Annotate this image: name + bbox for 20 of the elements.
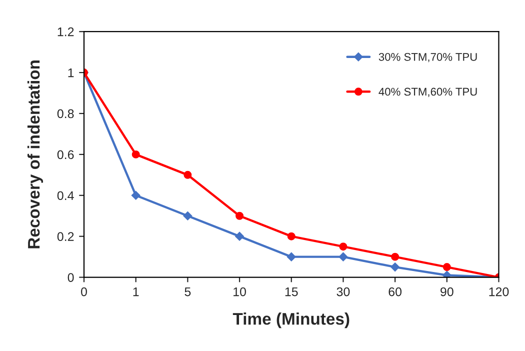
x-axis-title: Time (Minutes) xyxy=(232,312,350,328)
x-tick-label: 60 xyxy=(388,287,402,296)
x-tick-label: 120 xyxy=(489,287,509,296)
y-tick-label: 0.6 xyxy=(57,150,74,160)
legend-label: 40% STM,60% TPU xyxy=(378,88,477,97)
y-tick-label: 0 xyxy=(68,273,74,282)
y-tick-label: 0.8 xyxy=(57,109,74,118)
y-tick-label: 0.2 xyxy=(57,232,74,241)
y-tick-label: 1 xyxy=(68,68,74,78)
y-tick-label: 1.2 xyxy=(58,27,74,36)
x-tick-label: 15 xyxy=(285,287,298,296)
x-tick-label: 5 xyxy=(184,287,191,296)
y-tick-label: 0.4 xyxy=(57,191,74,200)
x-tick-label: 0 xyxy=(81,287,87,296)
x-tick-label: 30 xyxy=(336,287,350,296)
legend-label: 30% STM,70% TPU xyxy=(378,52,477,62)
x-tick-label: 90 xyxy=(440,287,454,296)
x-tick-label: 10 xyxy=(234,287,246,296)
x-tick-label: 1 xyxy=(133,287,139,296)
y-axis-title: Recovery of indentation xyxy=(27,60,44,248)
